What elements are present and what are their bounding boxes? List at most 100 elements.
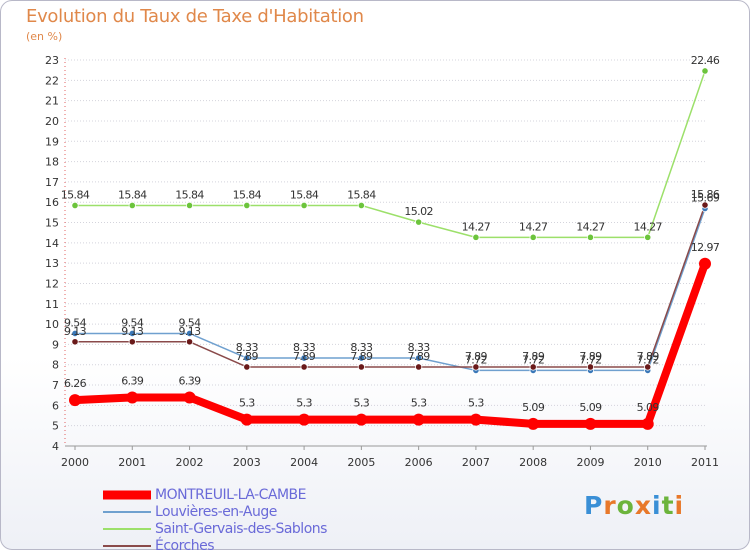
axes: 4 5 6 7 8 9 10 11 12 13 14 15 16 17 18 19 20 21 22 23 2000 20… <box>45 54 719 469</box>
data-label: 5.3 <box>468 397 484 410</box>
data-label: 7.89 <box>408 350 431 363</box>
data-point <box>71 329 79 338</box>
y-tick-label: 5 <box>52 420 59 433</box>
data-label: 7.72 <box>579 353 601 366</box>
data-label: 8.33 <box>408 341 431 354</box>
legend-swatch <box>103 510 151 513</box>
data-point <box>357 354 365 362</box>
x-tick-label: 2004 <box>290 456 318 469</box>
y-tick-label: 17 <box>45 176 59 189</box>
data-label: 7.89 <box>350 350 373 363</box>
x-tick-label: 2009 <box>576 456 604 469</box>
data-label: 5.09 <box>522 401 545 414</box>
data-point <box>243 201 251 210</box>
data-label: 9.13 <box>178 325 201 338</box>
logo-letter: i <box>674 491 685 520</box>
x-tick-label: 2010 <box>634 456 662 469</box>
legend-item: MONTREUIL-LA-CAMBE <box>103 486 363 503</box>
data-point <box>415 354 423 362</box>
data-point <box>298 413 311 426</box>
data-point <box>300 354 308 362</box>
data-point <box>701 67 709 75</box>
x-tick-label: 2008 <box>519 456 547 469</box>
data-point <box>699 257 711 270</box>
legend: MONTREUIL-LA-CAMBE Louvières-en-Auge Sai… <box>103 486 363 554</box>
legend-swatch <box>103 544 151 547</box>
data-label: 15.86 <box>691 188 720 201</box>
y-tick-label: 10 <box>45 318 59 331</box>
data-point <box>243 363 251 371</box>
data-point <box>243 354 251 362</box>
series-line <box>74 204 706 368</box>
data-point <box>128 329 136 338</box>
proxiti-logo: Proxiti <box>584 491 684 520</box>
series-line <box>74 207 706 372</box>
data-point <box>185 329 194 338</box>
y-tick-label: 21 <box>45 95 59 108</box>
data-label: 9.54 <box>121 316 144 329</box>
logo-letter: i <box>652 491 662 520</box>
logo-letter: r <box>603 491 617 520</box>
data-point <box>357 363 365 371</box>
legend-item: Écorches <box>103 537 363 554</box>
x-tick-label: 2006 <box>405 456 433 469</box>
data-point <box>415 363 423 371</box>
data-label: 22.46 <box>691 54 720 67</box>
data-label: 15.69 <box>691 192 720 205</box>
data-label: 5.3 <box>296 397 312 410</box>
legend-swatch <box>103 527 151 530</box>
data-label: 15.84 <box>233 188 262 201</box>
data-label: 15.02 <box>404 205 433 218</box>
data-point <box>701 201 709 209</box>
data-label: 5.3 <box>239 397 255 410</box>
data-point <box>644 233 652 241</box>
data-point <box>355 413 368 426</box>
y-tick-label: 13 <box>45 257 59 270</box>
data-label: 15.84 <box>347 188 376 201</box>
data-label: 7.89 <box>293 350 316 363</box>
data-point <box>584 417 597 430</box>
data-point <box>128 338 136 346</box>
y-tick-label: 9 <box>52 338 59 351</box>
data-label: 9.54 <box>64 316 87 329</box>
y-tick-label: 8 <box>52 359 59 372</box>
logo-letter: x <box>634 491 652 520</box>
data-label: 15.84 <box>61 188 90 201</box>
data-label: 5.09 <box>579 401 602 414</box>
data-point <box>415 218 423 226</box>
data-point <box>529 233 537 241</box>
data-label: 9.54 <box>178 316 201 329</box>
data-point <box>412 413 425 426</box>
data-point <box>240 413 253 426</box>
legend-swatch <box>103 490 151 499</box>
y-tick-label: 16 <box>45 196 59 209</box>
legend-label: MONTREUIL-LA-CAMBE <box>155 486 307 503</box>
data-point <box>126 391 139 404</box>
y-tick-label: 11 <box>45 298 59 311</box>
series-lines <box>71 70 709 428</box>
data-labels: 15.84 15.84 15.84 15.84 15.84 15.84 15.02 14.27… <box>61 54 721 414</box>
data-label: 12.97 <box>691 241 720 254</box>
data-point <box>128 201 136 210</box>
y-tick-label: 20 <box>45 115 59 128</box>
data-label: 7.72 <box>522 353 544 366</box>
data-label: 6.39 <box>178 374 201 387</box>
series-line <box>74 70 706 239</box>
data-label: 5.3 <box>411 397 427 410</box>
data-point <box>644 363 652 371</box>
data-label: 7.72 <box>637 353 659 366</box>
gridlines <box>65 59 707 447</box>
data-label: 6.39 <box>121 374 144 387</box>
y-tick-label: 12 <box>45 277 59 290</box>
x-tick-label: 2002 <box>176 456 204 469</box>
legend-item: Saint-Gervais-des-Sablons <box>103 520 363 537</box>
series-markers <box>69 67 711 430</box>
data-point <box>71 201 79 210</box>
data-label: 7.72 <box>465 353 487 366</box>
data-point <box>71 338 79 346</box>
data-label: 14.27 <box>519 220 548 233</box>
chart-title: Evolution du Taux de Taxe d'Habitation <box>26 6 364 27</box>
data-point <box>185 201 194 210</box>
data-point <box>586 363 595 371</box>
